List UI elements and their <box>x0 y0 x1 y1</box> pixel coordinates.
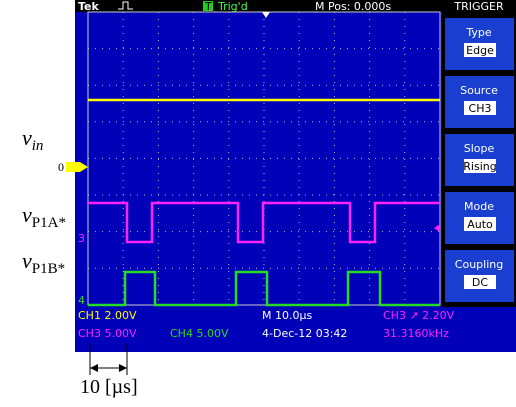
trig-icon-text: T <box>204 0 212 13</box>
position: M Pos: 0.000s <box>315 0 391 13</box>
menu-label: Coupling <box>455 258 503 271</box>
ch3-setting: CH3 5.00V <box>78 327 137 340</box>
ch1-setting: CH1 2.00V <box>78 309 137 322</box>
signal-subscript: in <box>32 138 44 154</box>
trigger-state: Trig'd <box>217 0 248 13</box>
menu-label: Source <box>460 84 498 97</box>
signal-label: vin <box>22 125 43 154</box>
ch3-marker: 3 <box>78 232 85 245</box>
signal-subscript: P1A* <box>32 215 66 231</box>
signal-label: vP1B* <box>22 248 65 277</box>
trigger-setting: CH3 ↗ 2.20V <box>383 309 455 322</box>
ch1-marker-label: 0 <box>58 160 64 174</box>
menu-value: Rising <box>463 160 496 173</box>
scope-figure: Tek T Trig'd M Pos: 0.000s TRIGGER Type E… <box>0 0 516 407</box>
menu-value: Auto <box>467 218 493 231</box>
timebase: M 10.0µs <box>262 309 312 322</box>
signal-symbol: v <box>22 125 32 150</box>
menu-label: Slope <box>464 142 495 155</box>
menu-label: Type <box>465 26 491 39</box>
scale-label: 10 [µs] <box>80 376 138 398</box>
signal-label: vP1A* <box>22 202 66 231</box>
signal-symbol: v <box>22 248 32 273</box>
menu-value: Edge <box>466 44 494 57</box>
date: 4-Dec-12 03:42 <box>262 327 347 340</box>
menu-title: TRIGGER <box>453 0 504 13</box>
signal-subscript: P1B* <box>32 261 65 277</box>
ch4-marker: 4 <box>78 294 85 307</box>
page: Tek T Trig'd M Pos: 0.000s TRIGGER Type E… <box>0 0 516 407</box>
menu-value: DC <box>472 276 488 289</box>
frequency: 31.3160kHz <box>383 327 449 340</box>
signal-symbol: v <box>22 202 32 227</box>
menu-label: Mode <box>464 200 494 213</box>
brand: Tek <box>78 0 100 13</box>
top-bar <box>75 0 516 12</box>
menu-value: CH3 <box>469 102 492 115</box>
ch4-setting: CH4 5.00V <box>170 327 229 340</box>
menu: Type Edge Source CH3 Slope Rising Mode Auto Coup… <box>445 18 514 302</box>
